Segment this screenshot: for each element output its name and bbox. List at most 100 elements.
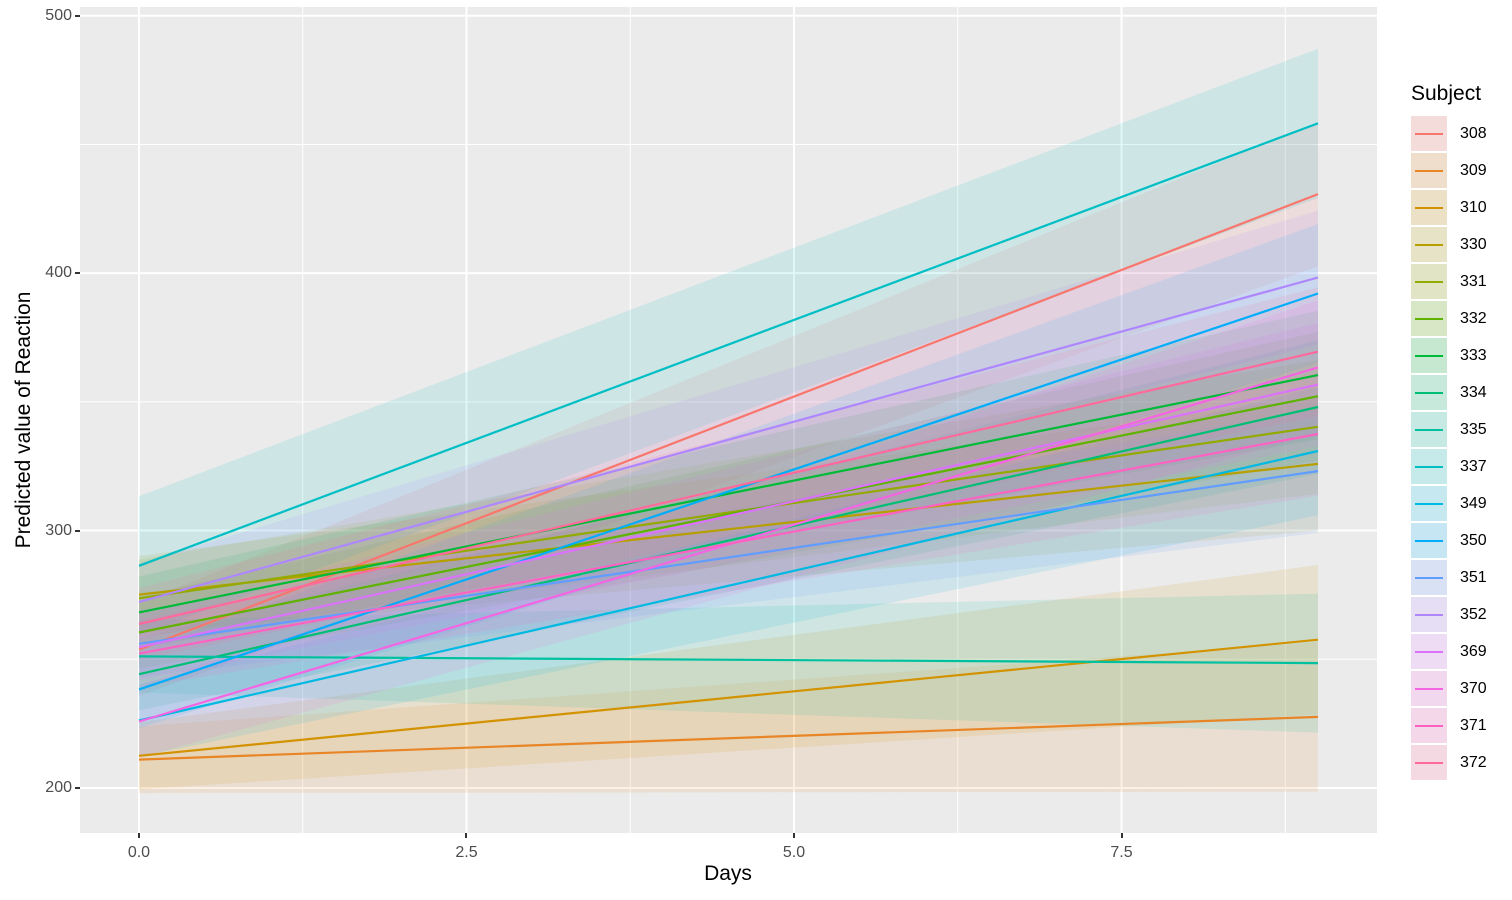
line-369 xyxy=(138,383,1319,649)
chart-canvas xyxy=(80,7,1377,833)
legend-item-label: 334 xyxy=(1460,383,1487,401)
legend-key-swatch xyxy=(1411,375,1447,410)
legend-item-label: 349 xyxy=(1460,494,1487,512)
legend-item-331: 331 xyxy=(1411,264,1511,299)
y-tick-mark xyxy=(75,786,80,789)
legend-key-line xyxy=(1415,354,1443,357)
plot-panel xyxy=(80,7,1377,833)
legend-item-label: 310 xyxy=(1460,198,1487,216)
line-337 xyxy=(138,122,1319,567)
legend-items: 308 309 310 330 331 332 333 334 335 337 349 350 351 3… xyxy=(1411,116,1511,780)
legend-item-label: 371 xyxy=(1460,716,1487,734)
x-tick-mark xyxy=(1120,833,1123,838)
ribbon-309 xyxy=(139,642,1318,794)
legend-key-swatch xyxy=(1411,153,1447,188)
legend-item-label: 337 xyxy=(1460,457,1487,475)
line-334 xyxy=(138,405,1319,676)
line-372 xyxy=(138,350,1319,626)
legend-item-371: 371 xyxy=(1411,708,1511,743)
legend-key-line xyxy=(1415,761,1443,764)
legend-key-line xyxy=(1415,576,1443,579)
legend-item-310: 310 xyxy=(1411,190,1511,225)
legend-key-line xyxy=(1415,132,1443,135)
legend-item-309: 309 xyxy=(1411,153,1511,188)
legend-item-label: 352 xyxy=(1460,605,1487,623)
legend-key-line xyxy=(1415,280,1443,283)
legend-key-swatch xyxy=(1411,227,1447,262)
line-350 xyxy=(138,292,1319,691)
legend-key-line xyxy=(1415,428,1443,431)
y-tick-label: 500 xyxy=(45,6,72,24)
legend-key-line xyxy=(1415,317,1443,320)
legend-item-label: 351 xyxy=(1460,568,1487,586)
y-axis-title: Predicted value of Reaction xyxy=(12,291,35,549)
legend-item-349: 349 xyxy=(1411,486,1511,521)
y-tick-label: 300 xyxy=(45,521,72,539)
line-331 xyxy=(138,425,1319,600)
legend-item-370: 370 xyxy=(1411,671,1511,706)
legend-key-swatch xyxy=(1411,708,1447,743)
ribbon-335 xyxy=(139,593,1318,733)
legend-item-330: 330 xyxy=(1411,227,1511,262)
ribbon-349 xyxy=(139,386,1318,757)
line-335 xyxy=(138,655,1319,665)
legend-key-line xyxy=(1415,243,1443,246)
legend-key-swatch xyxy=(1411,116,1447,151)
legend-key-swatch xyxy=(1411,671,1447,706)
line-332 xyxy=(138,395,1319,634)
legend-key-line xyxy=(1415,502,1443,505)
legend-item-308: 308 xyxy=(1411,116,1511,151)
legend-key-swatch xyxy=(1411,449,1447,484)
y-tick-mark xyxy=(75,529,80,532)
y-tick-label: 400 xyxy=(45,264,72,282)
legend-key-swatch xyxy=(1411,523,1447,558)
legend-key-line xyxy=(1415,206,1443,209)
legend-item-372: 372 xyxy=(1411,745,1511,780)
line-351 xyxy=(138,470,1319,645)
legend-key-line xyxy=(1415,465,1443,468)
x-axis-title: Days xyxy=(704,862,752,885)
legend-key-line xyxy=(1415,650,1443,653)
legend-item-label: 331 xyxy=(1460,272,1487,290)
ribbon-333 xyxy=(139,310,1318,649)
legend-item-352: 352 xyxy=(1411,597,1511,632)
legend-item-label: 330 xyxy=(1460,235,1487,253)
legend-key-swatch xyxy=(1411,301,1447,336)
legend-item-label: 309 xyxy=(1460,161,1487,179)
legend-item-label: 308 xyxy=(1460,124,1487,142)
legend-key-swatch xyxy=(1411,190,1447,225)
legend-item-334: 334 xyxy=(1411,375,1511,410)
legend-key-swatch xyxy=(1411,745,1447,780)
line-371 xyxy=(138,432,1319,655)
legend-item-label: 332 xyxy=(1460,309,1487,327)
line-309 xyxy=(138,715,1319,761)
ribbon-337 xyxy=(139,48,1318,636)
legend-item-333: 333 xyxy=(1411,338,1511,373)
legend-item-369: 369 xyxy=(1411,634,1511,669)
legend-key-line xyxy=(1415,613,1443,616)
legend-item-337: 337 xyxy=(1411,449,1511,484)
ribbon-372 xyxy=(139,287,1318,660)
legend-key-swatch xyxy=(1411,597,1447,632)
x-tick-mark xyxy=(465,833,468,838)
x-tick-mark xyxy=(137,833,140,838)
legend-item-label: 372 xyxy=(1460,753,1487,771)
legend-key-swatch xyxy=(1411,486,1447,521)
ribbon-350 xyxy=(139,224,1318,728)
y-tick-mark xyxy=(75,272,80,275)
legend-item-335: 335 xyxy=(1411,412,1511,447)
line-352 xyxy=(138,276,1319,603)
legend-item-label: 369 xyxy=(1460,642,1487,660)
x-tick-label: 7.5 xyxy=(1110,844,1133,861)
legend-item-label: 350 xyxy=(1460,531,1487,549)
legend-item-350: 350 xyxy=(1411,523,1511,558)
x-tick-label: 2.5 xyxy=(455,844,478,861)
line-310 xyxy=(138,638,1319,757)
legend-key-swatch xyxy=(1411,412,1447,447)
legend-key-line xyxy=(1415,724,1443,727)
legend-item-label: 335 xyxy=(1460,420,1487,438)
y-tick-mark xyxy=(75,14,80,17)
y-tick-label: 200 xyxy=(45,778,72,796)
legend-key-line xyxy=(1415,687,1443,690)
